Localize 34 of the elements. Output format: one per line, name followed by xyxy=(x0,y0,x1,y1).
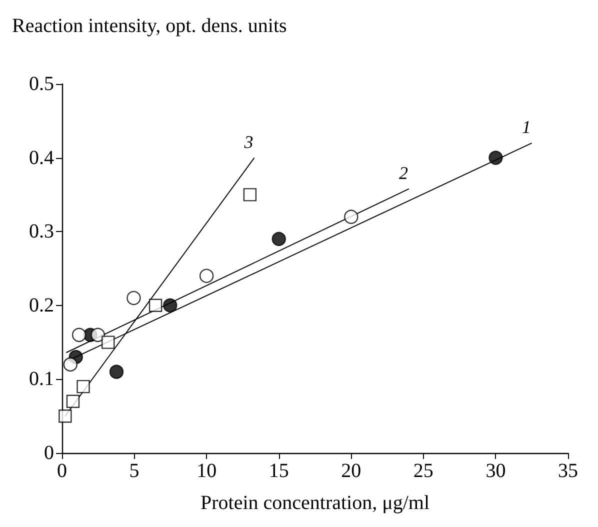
x-tick-label: 15 xyxy=(268,460,289,482)
series-label: 1 xyxy=(522,117,531,138)
point xyxy=(126,290,141,306)
x-tick-label: 20 xyxy=(341,460,362,482)
point xyxy=(72,328,86,342)
point xyxy=(272,232,286,246)
point xyxy=(243,188,257,202)
point xyxy=(76,380,90,394)
point xyxy=(148,298,162,312)
y-tick-label: 0.1 xyxy=(29,368,54,390)
x-axis-title: Protein concentration, μg/ml xyxy=(200,492,430,514)
x-tick-label: 35 xyxy=(558,460,578,482)
y-axis-title: Reaction intensity, opt. dens. units xyxy=(12,15,287,37)
point xyxy=(58,410,72,423)
y-tick-label: 0.5 xyxy=(29,73,54,95)
point xyxy=(90,328,105,342)
point xyxy=(344,210,358,224)
y-tick-label: 0.4 xyxy=(29,146,54,169)
point xyxy=(199,268,214,283)
x-tick-label: 30 xyxy=(486,460,506,482)
series-label: 3 xyxy=(243,132,254,152)
x-tick-label: 10 xyxy=(196,460,217,482)
point xyxy=(109,364,124,379)
point xyxy=(102,336,115,349)
y-tick-label: 0.3 xyxy=(29,220,54,243)
x-tick-label: 25 xyxy=(413,460,434,482)
point xyxy=(63,357,78,372)
point xyxy=(488,150,503,165)
y-tick-label: 0.2 xyxy=(29,294,54,316)
point xyxy=(163,298,178,312)
y-tick-label: 0 xyxy=(44,442,54,464)
series-label: 2 xyxy=(398,162,408,183)
point xyxy=(66,394,80,408)
x-tick-label: 5 xyxy=(129,460,140,482)
